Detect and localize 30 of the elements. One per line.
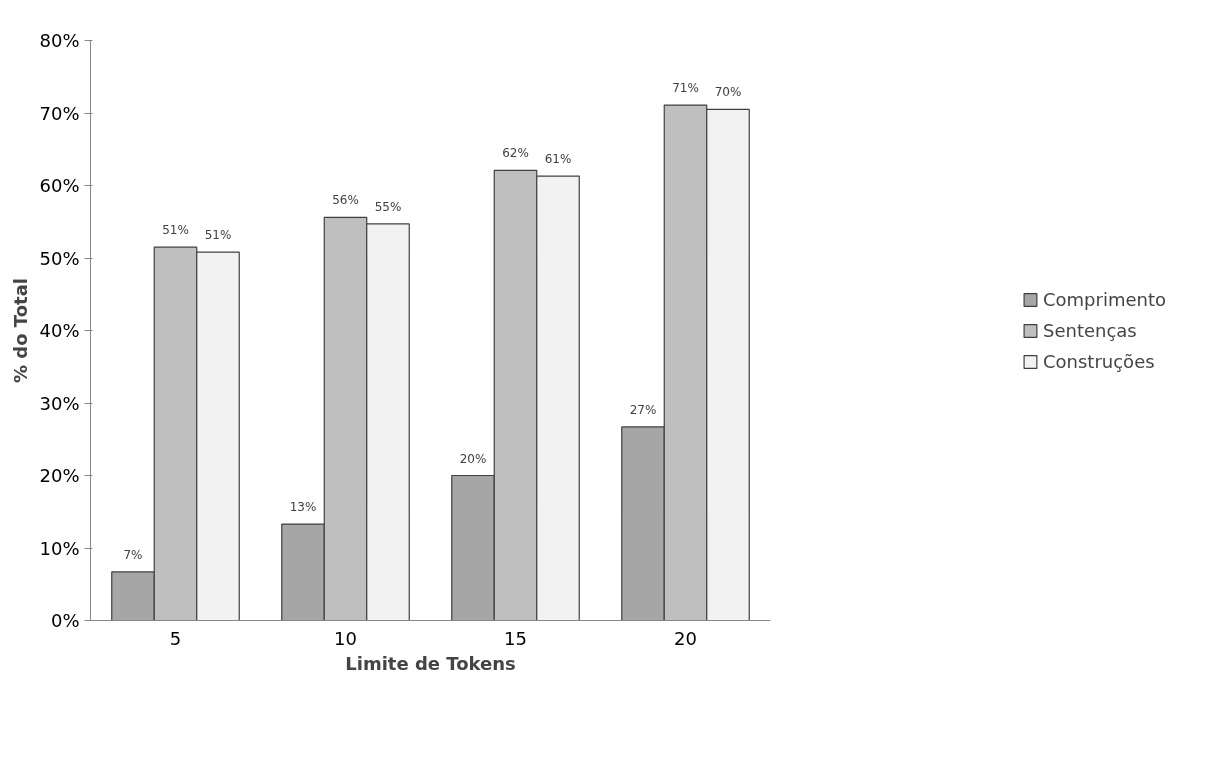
y-tick-label: 60% [39, 175, 80, 196]
x-tick-label: 5 [169, 627, 182, 649]
data-label: 13% [289, 500, 317, 515]
y-tick-label: 10% [39, 537, 80, 559]
x-tick-label: 15 [504, 627, 527, 649]
x-tick-label: 10 [334, 627, 357, 649]
data-label: 27% [629, 402, 657, 417]
legend-label: Sentenças [1042, 319, 1137, 341]
data-label: 56% [332, 193, 359, 208]
y-tick-label: 50% [39, 247, 80, 269]
y-axis-title: % do Total [10, 278, 32, 383]
data-label: 20% [459, 451, 487, 466]
data-label: 51% [162, 223, 189, 238]
y-tick-label: 70% [39, 102, 80, 124]
data-label: 61% [544, 152, 572, 167]
y-tick-label: 0% [50, 610, 80, 631]
y-tick-label: 20% [39, 465, 80, 486]
data-label: 71% [672, 81, 699, 96]
x-axis-title: Limite de Tokens [345, 652, 516, 674]
legend-label: Construções [1042, 350, 1155, 372]
data-label: 7% [123, 547, 143, 562]
y-tick-label: 40% [39, 320, 80, 341]
data-label: 70% [714, 85, 742, 100]
y-tick-label: 30% [39, 392, 80, 414]
data-label: 55% [374, 199, 402, 214]
data-label: 62% [502, 146, 529, 161]
legend-label: Comprimento [1042, 288, 1167, 310]
y-tick-label: 80% [39, 30, 80, 51]
x-tick-label: 20 [674, 627, 697, 649]
data-label: 51% [204, 228, 232, 243]
